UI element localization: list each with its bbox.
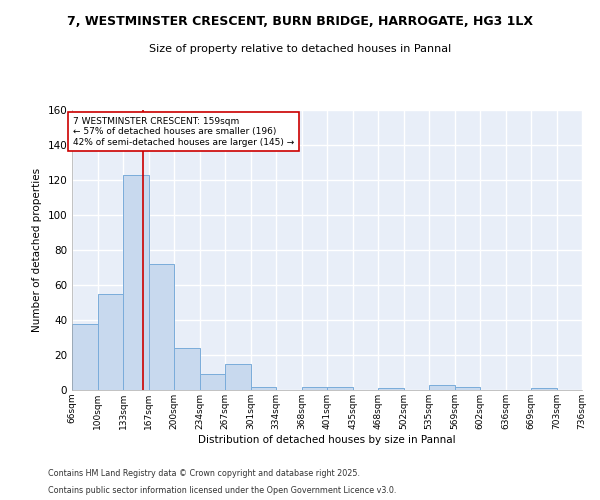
- Bar: [72, 324, 98, 390]
- Bar: [251, 386, 276, 390]
- Bar: [98, 294, 123, 390]
- Bar: [225, 364, 251, 390]
- X-axis label: Distribution of detached houses by size in Pannal: Distribution of detached houses by size …: [198, 434, 456, 444]
- Bar: [123, 175, 149, 390]
- Bar: [302, 386, 327, 390]
- Bar: [200, 374, 225, 390]
- Bar: [455, 386, 480, 390]
- Bar: [378, 388, 404, 390]
- Text: 7 WESTMINSTER CRESCENT: 159sqm
← 57% of detached houses are smaller (196)
42% of: 7 WESTMINSTER CRESCENT: 159sqm ← 57% of …: [73, 117, 294, 147]
- Bar: [149, 264, 174, 390]
- Text: Size of property relative to detached houses in Pannal: Size of property relative to detached ho…: [149, 44, 451, 54]
- Bar: [531, 388, 557, 390]
- Bar: [327, 386, 353, 390]
- Text: 7, WESTMINSTER CRESCENT, BURN BRIDGE, HARROGATE, HG3 1LX: 7, WESTMINSTER CRESCENT, BURN BRIDGE, HA…: [67, 15, 533, 28]
- Text: Contains public sector information licensed under the Open Government Licence v3: Contains public sector information licen…: [48, 486, 397, 495]
- Text: Contains HM Land Registry data © Crown copyright and database right 2025.: Contains HM Land Registry data © Crown c…: [48, 468, 360, 477]
- Bar: [174, 348, 200, 390]
- Y-axis label: Number of detached properties: Number of detached properties: [32, 168, 42, 332]
- Bar: [429, 385, 455, 390]
